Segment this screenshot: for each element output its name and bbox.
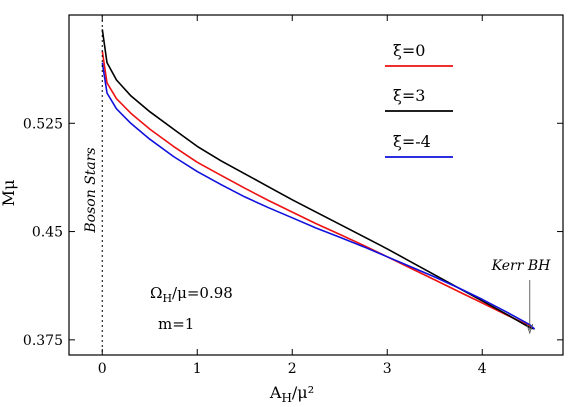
x-tick-label: 0 (98, 361, 107, 377)
x-tick-label: 1 (193, 361, 202, 377)
y-tick-label: 0.375 (23, 333, 63, 349)
legend-label: ξ=-4 (393, 132, 431, 151)
plot-frame (68, 14, 564, 356)
legend-label: ξ=0 (393, 41, 425, 60)
annotations: Boson Stars Kerr BH ΩH/μ=0.98 m=1 (83, 15, 551, 355)
y-axis-label: Mμ (0, 180, 18, 207)
series-layer (101, 29, 536, 330)
x-tick-label: 4 (478, 361, 487, 377)
axis-ticks: 0 1 2 3 4 0.375 0.45 0.525 (23, 15, 563, 377)
m-label: m=1 (158, 315, 194, 333)
x-tick-label: 2 (288, 361, 297, 377)
series-line (101, 62, 536, 330)
legend-label: ξ=3 (393, 86, 425, 105)
x-tick-label: 3 (383, 361, 392, 377)
y-tick-label: 0.45 (32, 225, 63, 241)
x-axis-label: AH/μ² (269, 383, 314, 405)
series-line (101, 50, 535, 330)
omega-label: ΩH/μ=0.98 (150, 284, 233, 305)
y-tick-label: 0.525 (23, 116, 63, 132)
legend: ξ=0 ξ=3 ξ=-4 (385, 41, 453, 158)
plot-area (68, 14, 564, 356)
series-line (101, 29, 535, 330)
kerr-bh-label: Kerr BH (491, 258, 551, 274)
boson-stars-label: Boson Stars (83, 147, 99, 233)
kerr-bh-arrow-head (526, 323, 534, 335)
